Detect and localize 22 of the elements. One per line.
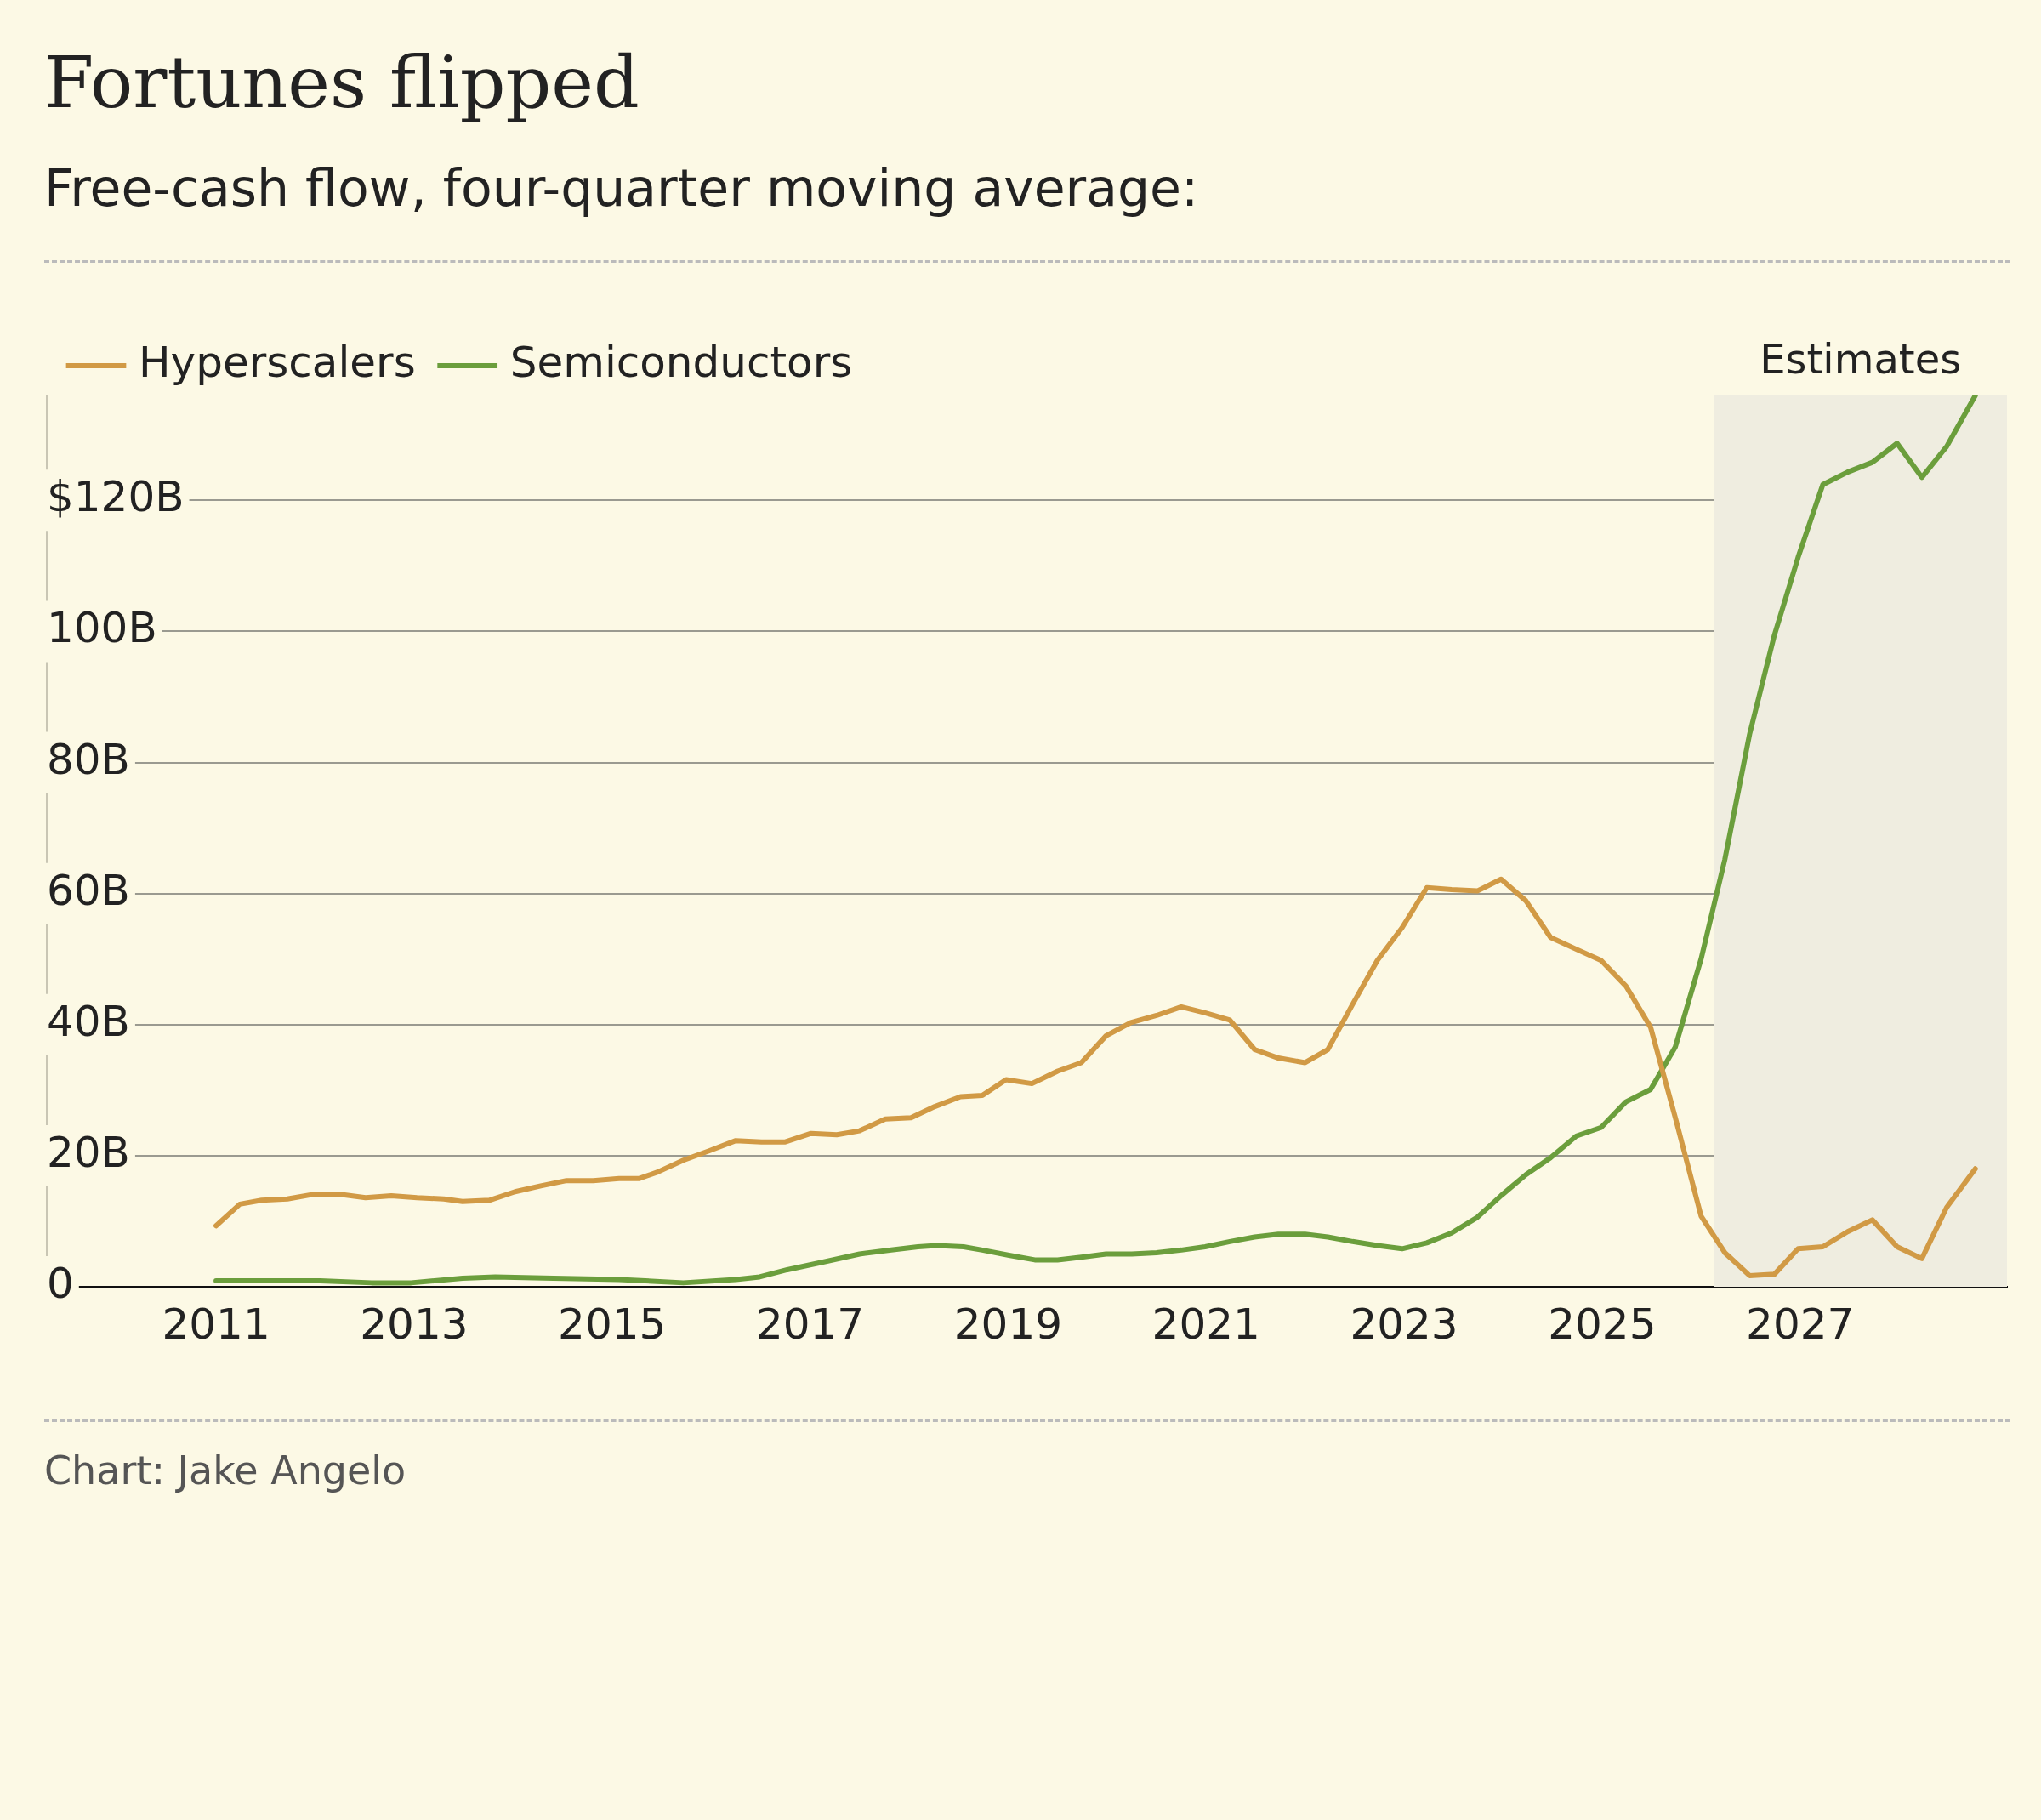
- x-tick-label: 2011: [162, 1299, 270, 1349]
- x-tick-label: 2027: [1746, 1299, 1855, 1349]
- legend-label: Semiconductors: [509, 337, 853, 387]
- chart-title: Fortunes flipped: [44, 41, 640, 124]
- x-tick-label: 2023: [1350, 1299, 1458, 1349]
- y-tick-label: 100B: [47, 603, 157, 653]
- band-label: Estimates: [1760, 335, 1962, 384]
- x-tick-label: 2013: [360, 1299, 469, 1349]
- text: Chart: Jake Angelo: [44, 1447, 407, 1493]
- chart-subtitle: Free-cash flow, four-quarter moving average:: [44, 158, 1200, 218]
- y-tick-label: 0: [47, 1258, 74, 1308]
- legend-label: Hyperscalers: [139, 337, 416, 387]
- x-tick-label: 2021: [1151, 1299, 1260, 1349]
- y-tick-label: 40B: [47, 996, 130, 1046]
- y-tick-label: 80B: [47, 734, 130, 784]
- y-tick-label: $120B: [47, 472, 185, 522]
- x-tick-label: 2017: [755, 1299, 865, 1349]
- x-tick-label: 2019: [953, 1299, 1063, 1349]
- y-tick-label: 20B: [47, 1127, 130, 1177]
- x-tick-label: 2015: [558, 1299, 667, 1349]
- x-tick-label: 2025: [1548, 1299, 1657, 1349]
- y-tick-label: 60B: [47, 865, 130, 915]
